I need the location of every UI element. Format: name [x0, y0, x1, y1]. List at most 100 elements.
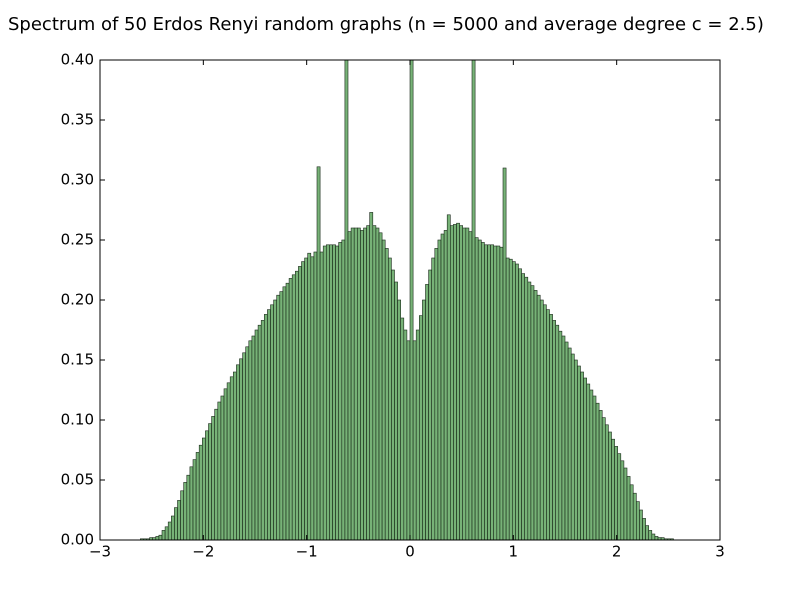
bar — [573, 359, 578, 540]
bar — [291, 274, 296, 540]
bar — [332, 244, 336, 540]
bar — [391, 269, 395, 540]
bar — [167, 521, 172, 540]
bar — [558, 330, 563, 540]
bar — [586, 383, 591, 540]
bar — [223, 388, 228, 540]
y-tick-label: 0.25 — [61, 231, 94, 249]
bar — [496, 245, 501, 540]
bar — [329, 244, 333, 540]
bar — [161, 530, 166, 540]
bar — [251, 335, 256, 540]
bar — [164, 526, 169, 540]
bar — [375, 227, 380, 540]
bar — [635, 501, 640, 540]
bar — [257, 324, 262, 540]
bar — [415, 329, 420, 540]
bar — [174, 507, 178, 540]
bar — [298, 266, 302, 540]
bar — [288, 278, 293, 540]
bar — [341, 239, 346, 540]
bars — [140, 60, 674, 540]
bar — [189, 466, 194, 540]
bar — [449, 225, 454, 540]
bar — [589, 389, 594, 540]
x-tick-label: −1 — [296, 543, 318, 561]
bar — [192, 459, 197, 540]
bar — [239, 358, 243, 540]
bar — [614, 446, 618, 540]
y-tick-label: 0.15 — [61, 351, 94, 369]
bar — [474, 237, 479, 540]
bar — [217, 401, 222, 540]
bar — [279, 291, 284, 540]
bar — [462, 227, 467, 540]
bar — [245, 346, 250, 540]
bar — [629, 484, 634, 540]
bar — [549, 314, 553, 540]
bar — [508, 258, 513, 540]
bar — [372, 225, 377, 540]
bar — [356, 227, 361, 540]
bar — [632, 492, 637, 540]
bar — [335, 245, 340, 540]
bar — [263, 314, 268, 540]
bar — [555, 324, 560, 540]
bar — [208, 423, 212, 540]
bar — [254, 329, 259, 540]
bar — [477, 239, 482, 540]
bar — [378, 232, 383, 540]
bar — [195, 452, 200, 540]
y-tick-label: 0.35 — [61, 111, 94, 129]
bar — [428, 269, 433, 540]
bar — [611, 438, 615, 540]
bar — [220, 395, 225, 540]
bar — [546, 309, 550, 540]
bar — [412, 340, 417, 540]
bar — [307, 252, 312, 540]
bar — [530, 285, 535, 540]
bar — [583, 377, 587, 540]
bar — [347, 231, 352, 540]
bar — [608, 431, 612, 540]
bar — [242, 352, 247, 540]
bar — [480, 242, 485, 540]
bar — [536, 294, 541, 540]
bar — [394, 281, 398, 540]
bar — [434, 248, 439, 540]
bar — [493, 245, 498, 540]
bar — [425, 284, 429, 540]
bar — [158, 534, 163, 540]
bar — [524, 276, 529, 540]
bar — [511, 261, 516, 540]
bar — [446, 214, 451, 540]
bar — [598, 410, 603, 540]
bar — [490, 244, 495, 540]
bar — [502, 167, 507, 540]
bar — [387, 257, 392, 540]
bar — [273, 299, 278, 540]
bar — [236, 364, 240, 540]
bar — [267, 309, 271, 540]
bar — [363, 227, 367, 540]
bar — [592, 395, 597, 540]
bar — [459, 225, 464, 540]
bar — [186, 474, 191, 540]
bar — [294, 270, 299, 540]
bar — [233, 371, 237, 540]
y-tick-label: 0.00 — [61, 531, 94, 549]
bar — [270, 304, 274, 540]
bar — [642, 518, 646, 540]
bar — [183, 482, 188, 540]
bar — [211, 416, 216, 540]
bar — [431, 257, 436, 540]
bar — [484, 244, 488, 540]
bar — [171, 515, 175, 540]
bar — [360, 230, 364, 540]
y-tick-label: 0.30 — [61, 171, 94, 189]
bar — [313, 251, 318, 540]
bar — [505, 257, 510, 540]
bar — [567, 347, 572, 540]
bar — [487, 244, 491, 540]
